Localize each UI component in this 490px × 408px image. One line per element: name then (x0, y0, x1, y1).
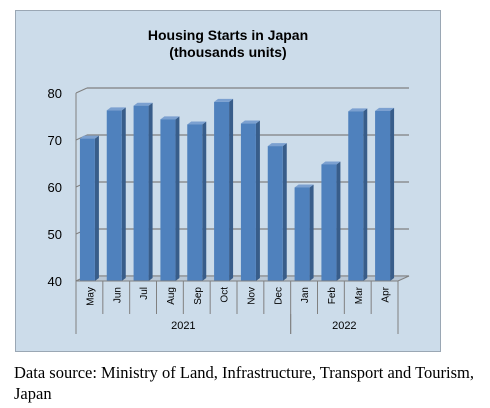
bar (321, 164, 337, 281)
bar (375, 110, 391, 281)
bar-side (336, 161, 341, 281)
x-tick-label: Dec (273, 287, 284, 305)
x-tick-label: Jan (300, 287, 311, 303)
bar-top (294, 184, 314, 188)
bar-top (187, 121, 207, 125)
bar (214, 101, 230, 282)
bar (79, 138, 95, 281)
bar-top (79, 135, 99, 139)
chart-title-line-2: (thousands units) (169, 44, 286, 60)
bar-side (390, 107, 395, 281)
x-tick-label: Jul (139, 287, 150, 300)
bar-top (375, 107, 395, 111)
bars-layer (79, 98, 395, 282)
bar (294, 187, 310, 281)
bar (267, 146, 283, 281)
y-tick-label: 40 (48, 274, 62, 289)
bar-side (121, 107, 126, 281)
bar-side (202, 121, 207, 282)
bar (160, 119, 176, 281)
x-tick-label: Oct (220, 287, 231, 303)
x-tick-label: Feb (327, 287, 338, 305)
group-label: 2022 (332, 320, 356, 332)
bar-side (363, 108, 368, 281)
bar (133, 105, 149, 281)
y-tick-label: 70 (48, 133, 62, 148)
bar-side (309, 184, 314, 281)
bar-side (148, 102, 153, 281)
source-note: Data source: Ministry of Land, Infrastru… (14, 363, 474, 403)
gridline-depth-4 (75, 87, 88, 94)
bar (106, 110, 122, 281)
bar-side (229, 98, 234, 282)
x-tick-label: Apr (381, 286, 392, 302)
x-tick-label: Jun (112, 287, 123, 303)
bar-top (348, 108, 368, 112)
chart-title-line-1: Housing Starts in Japan (148, 27, 308, 43)
housing-starts-chart: Housing Starts in Japan (thousands units… (48, 27, 410, 334)
axis-layer: 40 50 60 70 80 May Jun Jul Aug Sep Oct Nov Dec Jan Feb… (48, 86, 399, 334)
bar-side (175, 116, 180, 281)
x-tick-label: Aug (166, 287, 177, 305)
bar-side (282, 143, 287, 281)
bar (348, 111, 364, 281)
bar-side (94, 135, 99, 281)
bar-top (133, 102, 153, 106)
bar-top (267, 143, 287, 147)
bar (187, 124, 203, 282)
y-tick-label: 60 (48, 180, 62, 195)
bar-top (106, 107, 126, 111)
x-tick-label: May (85, 287, 96, 306)
y-tick-label: 80 (48, 86, 62, 101)
x-tick-label: Sep (193, 287, 204, 305)
bar-top (321, 161, 341, 165)
y-tick-label: 50 (48, 227, 62, 242)
bar-top (240, 120, 260, 124)
bar-top (214, 98, 234, 102)
bar (240, 123, 256, 281)
group-label: 2021 (171, 320, 195, 332)
x-tick-label: Nov (246, 287, 257, 305)
x-tick-label: Mar (354, 286, 365, 304)
bar-side (255, 120, 260, 281)
bar-top (160, 116, 180, 120)
